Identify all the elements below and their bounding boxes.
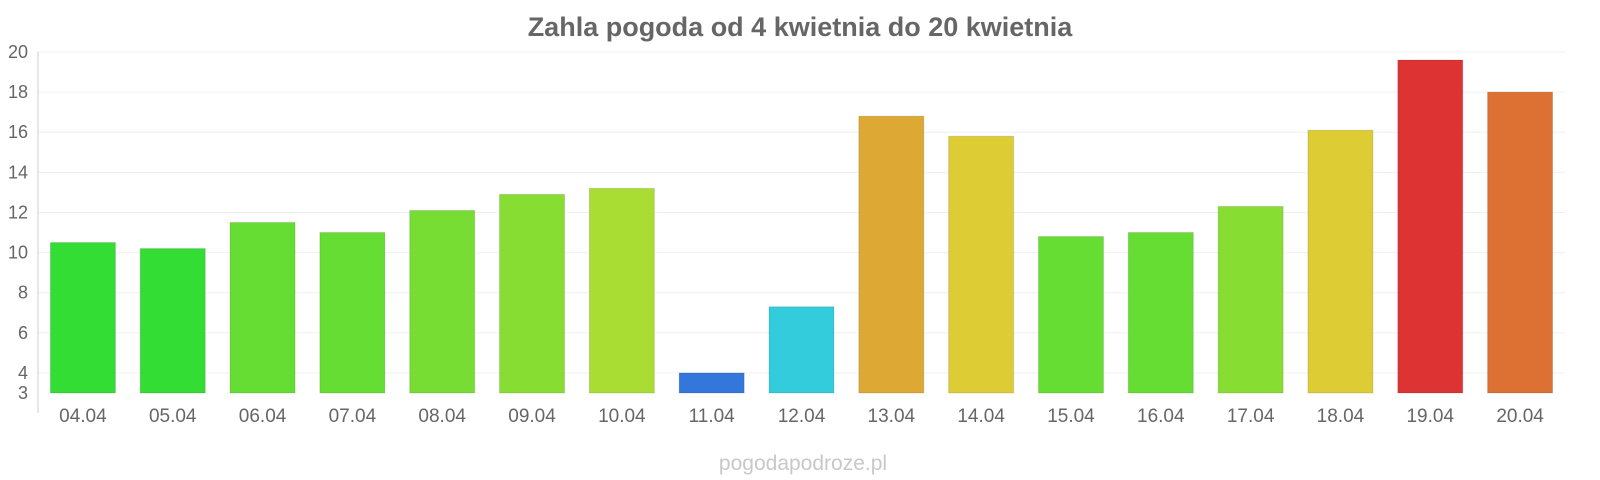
bar-14.04 — [948, 135, 1015, 394]
x-tick-label: 10.04 — [598, 406, 646, 427]
x-tick-label: 09.04 — [508, 406, 556, 427]
chart-title: Zahla pogoda od 4 kwietnia do 20 kwietni… — [528, 12, 1074, 42]
watermark-text: pogodapodroze.pl — [719, 452, 887, 475]
bar-09.04 — [499, 193, 566, 394]
bar-04.04 — [49, 242, 116, 394]
bar-19.04 — [1397, 59, 1464, 394]
y-tick-label: 3 — [18, 383, 28, 403]
y-tick-label: 6 — [18, 323, 28, 343]
x-tick-label: 05.04 — [149, 406, 197, 427]
x-tick-label: 13.04 — [868, 406, 916, 427]
bar-15.04 — [1037, 236, 1104, 394]
x-tick-label: 14.04 — [957, 406, 1005, 427]
y-tick-label: 18 — [8, 82, 28, 102]
bar-17.04 — [1217, 205, 1284, 394]
bar-07.04 — [319, 232, 386, 394]
x-tick-label: 19.04 — [1406, 406, 1454, 427]
y-tick-label: 20 — [8, 42, 28, 62]
bar-06.04 — [229, 222, 296, 394]
y-tick-label: 12 — [8, 202, 28, 222]
x-tick-label: 08.04 — [418, 406, 466, 427]
x-axis-ticks: 04.04 05.04 06.04 07.04 08.04 09.04 10.04 11.04… — [59, 406, 1544, 427]
y-tick-label: 14 — [8, 162, 28, 182]
x-tick-label: 17.04 — [1227, 406, 1275, 427]
bar-11.04 — [678, 372, 745, 394]
bar-20.04 — [1487, 91, 1554, 394]
y-tick-label: 8 — [18, 283, 28, 303]
x-tick-label: 12.04 — [778, 406, 826, 427]
x-tick-label: 11.04 — [689, 406, 736, 427]
bar-16.04 — [1127, 232, 1194, 394]
bar-05.04 — [139, 248, 206, 394]
x-tick-label: 07.04 — [329, 406, 377, 427]
bar-13.04 — [858, 115, 925, 394]
bar-08.04 — [409, 209, 476, 394]
x-tick-label: 15.04 — [1047, 406, 1095, 427]
y-tick-label: 16 — [8, 122, 28, 142]
x-tick-label: 06.04 — [239, 406, 287, 427]
bar-10.04 — [588, 187, 655, 394]
y-axis-ticks: 34 6 8 10 12 14 16 18 20 — [8, 42, 28, 403]
bar-18.04 — [1307, 129, 1374, 394]
x-tick-label: 20.04 — [1496, 406, 1544, 427]
bar-12.04 — [768, 306, 835, 394]
y-tick-label: 4 — [18, 363, 28, 383]
bars — [49, 59, 1554, 394]
x-tick-label: 16.04 — [1137, 406, 1185, 427]
y-tick-label: 10 — [8, 243, 28, 263]
x-tick-label: 18.04 — [1317, 406, 1365, 427]
x-tick-label: 04.04 — [59, 406, 107, 427]
